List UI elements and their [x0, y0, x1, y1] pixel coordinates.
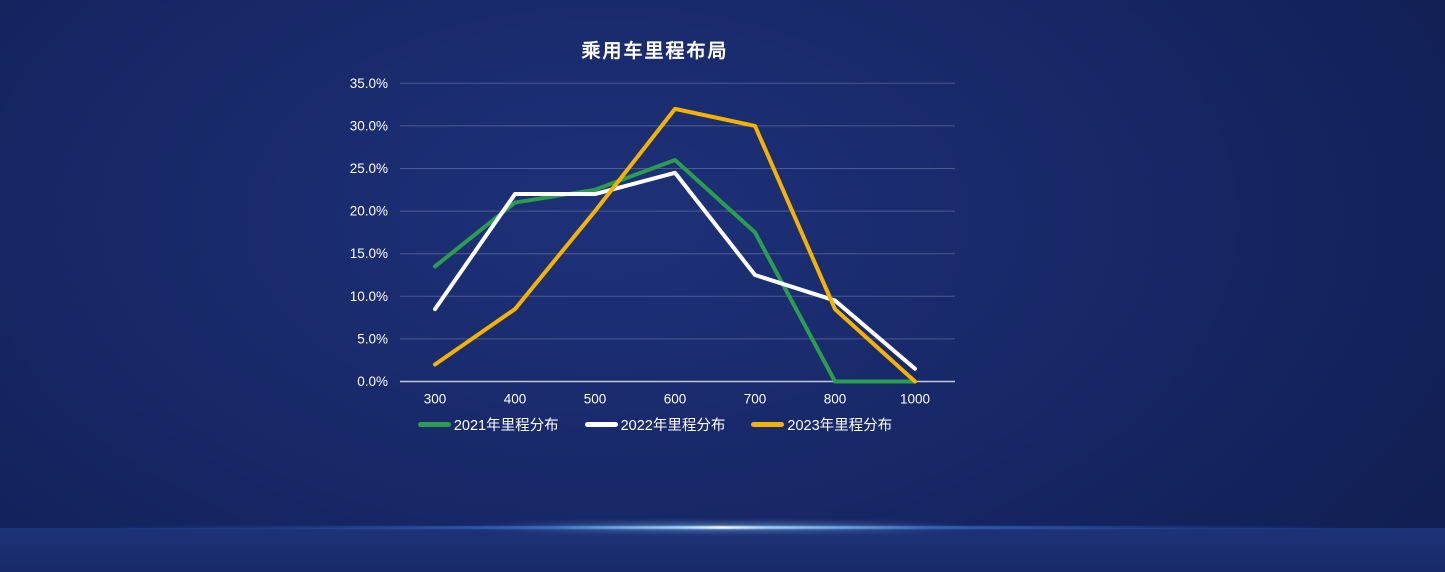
- y-tick-label: 25.0%: [350, 161, 388, 176]
- y-tick-label: 5.0%: [357, 331, 388, 346]
- chart-title: 乘用车里程布局: [581, 41, 729, 62]
- legend-label: 2021年里程分布: [453, 418, 559, 434]
- series-line: [433, 106, 917, 384]
- y-tick-label: 10.0%: [350, 289, 388, 304]
- x-tick-label: 600: [664, 392, 687, 407]
- x-tick-label: 1000: [900, 392, 930, 407]
- legend-item[interactable]: 2022年里程分布: [584, 414, 726, 435]
- legend-item[interactable]: 2023年里程分布: [751, 414, 892, 435]
- series-line: [433, 157, 917, 384]
- legend-item[interactable]: 2021年里程分布: [417, 414, 559, 435]
- chart-canvas: 0.0% 5.0% 10.0% 15.0% 20.0% 25.0% 30.0% 35.0% 30…: [350, 76, 955, 407]
- x-tick-label: 400: [504, 392, 527, 407]
- y-tick-label: 35.0%: [350, 76, 388, 91]
- x-tick-label: 700: [744, 392, 767, 407]
- y-tick-label: 20.0%: [350, 204, 388, 219]
- legend-line-swatch: [584, 422, 618, 427]
- x-tick-label: 500: [584, 392, 607, 407]
- footer-panel: [0, 528, 1445, 572]
- legend-line-swatch: [751, 422, 785, 427]
- x-tick-label: 300: [424, 392, 447, 407]
- series-line: [433, 170, 917, 371]
- legend-label: 2023年里程分布: [787, 418, 893, 434]
- y-tick-label: 0.0%: [357, 374, 388, 389]
- legend-line-swatch: [417, 422, 451, 427]
- y-tick-label: 15.0%: [350, 246, 388, 261]
- x-tick-label: 800: [824, 392, 847, 407]
- chart-legend: 2021年里程分布 2022年里程分布 2023年里程分布: [340, 414, 970, 435]
- legend-label: 2022年里程分布: [620, 418, 726, 434]
- mileage-distribution-chart: 乘用车里程布局 0.0% 5.0% 10.0% 15.0% 20.0% 25.0% 30.0…: [340, 30, 970, 450]
- y-tick-label: 30.0%: [350, 118, 388, 133]
